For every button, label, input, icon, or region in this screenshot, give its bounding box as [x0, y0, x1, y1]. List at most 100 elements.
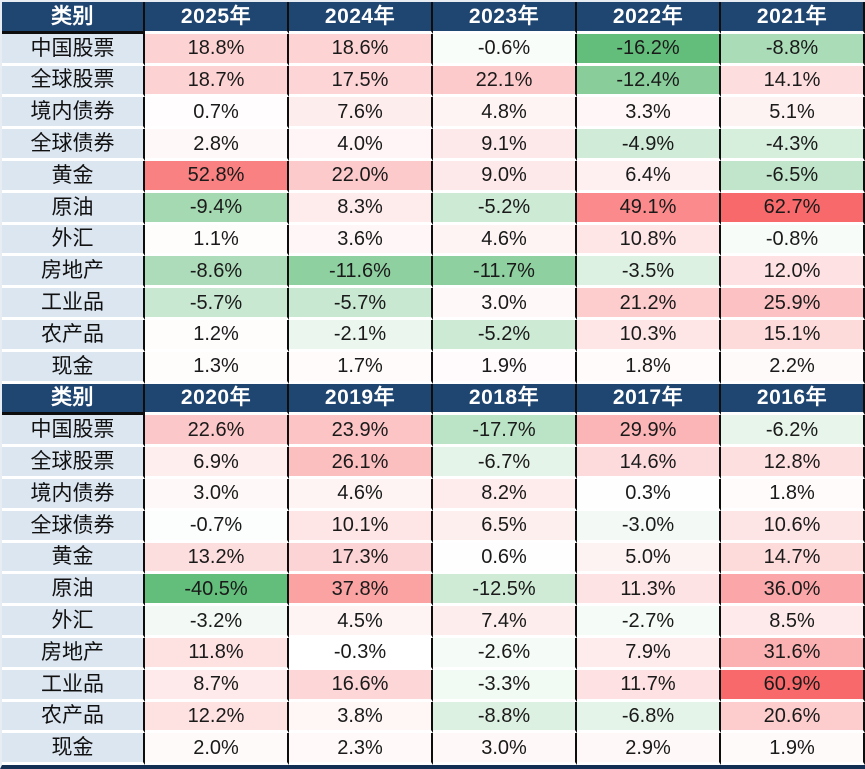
value-cell: 9.0% — [433, 160, 577, 193]
year-header-2018: 2018年 — [433, 383, 577, 416]
value-cell: 3.3% — [577, 97, 721, 130]
value-cell: 1.3% — [145, 351, 289, 384]
category-cell: 现金 — [2, 351, 145, 384]
value-cell: 10.8% — [577, 224, 721, 257]
value-cell: 1.2% — [145, 319, 289, 352]
value-cell: 12.2% — [145, 701, 289, 734]
category-header: 类别 — [2, 2, 145, 34]
value-cell: 29.9% — [577, 415, 721, 448]
value-cell: 12.8% — [721, 447, 865, 479]
value-cell: 18.8% — [145, 33, 289, 66]
value-cell: 18.6% — [289, 33, 433, 66]
value-cell: -5.2% — [433, 192, 577, 225]
value-cell: 1.1% — [145, 224, 289, 257]
value-cell: -3.5% — [577, 256, 721, 289]
category-cell: 现金 — [2, 733, 145, 765]
value-cell: 9.1% — [433, 129, 577, 161]
value-cell: 8.2% — [433, 478, 577, 511]
value-cell: 3.0% — [145, 478, 289, 511]
category-cell: 全球股票 — [2, 65, 145, 98]
value-cell: -17.7% — [433, 415, 577, 448]
category-cell: 全球债券 — [2, 129, 145, 161]
value-cell: 11.8% — [145, 637, 289, 670]
value-cell: 2.3% — [289, 733, 433, 765]
value-cell: 16.6% — [289, 669, 433, 702]
value-cell: 17.3% — [289, 542, 433, 575]
value-cell: 14.7% — [721, 542, 865, 575]
value-cell: -16.2% — [577, 33, 721, 66]
value-cell: -0.6% — [433, 33, 577, 66]
value-cell: 3.0% — [433, 288, 577, 320]
value-cell: -6.8% — [577, 701, 721, 734]
value-cell: 1.8% — [721, 478, 865, 511]
value-cell: 7.4% — [433, 606, 577, 638]
value-cell: 2.0% — [145, 733, 289, 765]
category-header: 类别 — [2, 383, 145, 416]
value-cell: -12.5% — [433, 574, 577, 607]
value-cell: -5.7% — [145, 288, 289, 320]
value-cell: 13.2% — [145, 542, 289, 575]
value-cell: 22.0% — [289, 160, 433, 193]
year-header-2023: 2023年 — [433, 2, 577, 34]
category-cell: 工业品 — [2, 288, 145, 320]
value-cell: -2.6% — [433, 637, 577, 670]
category-cell: 原油 — [2, 574, 145, 607]
value-cell: -4.9% — [577, 129, 721, 161]
value-cell: 22.6% — [145, 415, 289, 448]
value-cell: 10.1% — [289, 510, 433, 543]
value-cell: 25.9% — [721, 288, 865, 320]
value-cell: 8.3% — [289, 192, 433, 225]
value-cell: -5.7% — [289, 288, 433, 320]
value-cell: 4.6% — [433, 224, 577, 257]
value-cell: 20.6% — [721, 701, 865, 734]
value-cell: 18.7% — [145, 65, 289, 98]
value-cell: 4.6% — [289, 478, 433, 511]
value-cell: 0.6% — [433, 542, 577, 575]
value-cell: 10.3% — [577, 319, 721, 352]
category-cell: 全球股票 — [2, 447, 145, 479]
value-cell: 1.9% — [721, 733, 865, 765]
value-cell: -4.3% — [721, 129, 865, 161]
value-cell: -5.2% — [433, 319, 577, 352]
value-cell: 14.6% — [577, 447, 721, 479]
value-cell: -8.6% — [145, 256, 289, 289]
value-cell: 22.1% — [433, 65, 577, 98]
value-cell: -9.4% — [145, 192, 289, 225]
category-cell: 黄金 — [2, 542, 145, 575]
year-header-2020: 2020年 — [145, 383, 289, 416]
value-cell: 6.4% — [577, 160, 721, 193]
category-cell: 农产品 — [2, 319, 145, 352]
value-cell: -0.7% — [145, 510, 289, 543]
value-cell: 5.0% — [577, 542, 721, 575]
category-cell: 原油 — [2, 192, 145, 225]
value-cell: 21.2% — [577, 288, 721, 320]
value-cell: 11.7% — [577, 669, 721, 702]
value-cell: -3.3% — [433, 669, 577, 702]
value-cell: 6.9% — [145, 447, 289, 479]
value-cell: 2.2% — [721, 351, 865, 384]
value-cell: 12.0% — [721, 256, 865, 289]
value-cell: -8.8% — [721, 33, 865, 66]
value-cell: -3.0% — [577, 510, 721, 543]
value-cell: -2.1% — [289, 319, 433, 352]
value-cell: 17.5% — [289, 65, 433, 98]
value-cell: 2.9% — [577, 733, 721, 765]
year-header-2021: 2021年 — [721, 2, 865, 34]
value-cell: 10.6% — [721, 510, 865, 543]
category-cell: 房地产 — [2, 256, 145, 289]
value-cell: 2.8% — [145, 129, 289, 161]
category-cell: 房地产 — [2, 637, 145, 670]
value-cell: -11.6% — [289, 256, 433, 289]
value-cell: 3.0% — [433, 733, 577, 765]
year-header-2017: 2017年 — [577, 383, 721, 416]
value-cell: 60.9% — [721, 669, 865, 702]
category-cell: 中国股票 — [2, 33, 145, 66]
category-cell: 黄金 — [2, 160, 145, 193]
year-header-2025: 2025年 — [145, 2, 289, 34]
category-cell: 工业品 — [2, 669, 145, 702]
value-cell: -40.5% — [145, 574, 289, 607]
year-header-2022: 2022年 — [577, 2, 721, 34]
year-header-2024: 2024年 — [289, 2, 433, 34]
